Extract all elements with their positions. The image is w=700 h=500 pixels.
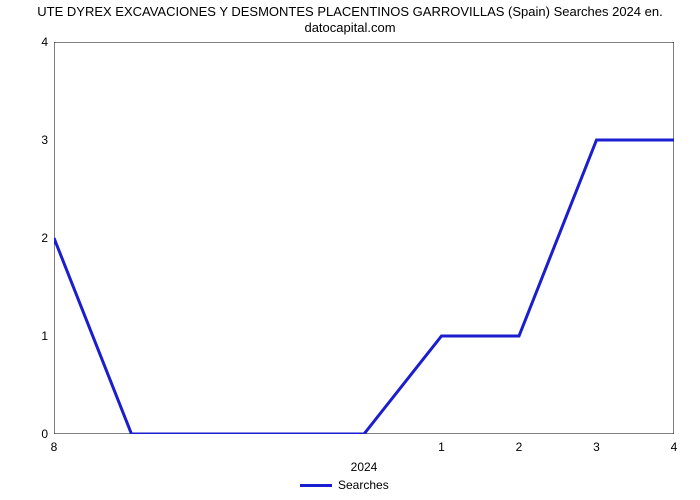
y-tick-label: 3: [8, 133, 48, 147]
legend-label: Searches: [338, 478, 389, 492]
y-tick-label: 4: [8, 35, 48, 49]
y-tick-label: 1: [8, 329, 48, 343]
x-axis-label: 2024: [54, 460, 674, 474]
x-tick-label: 3: [593, 440, 600, 454]
x-tick-label: 1: [438, 440, 445, 454]
y-tick-label: 0: [8, 427, 48, 441]
x-tick-label: 2: [516, 440, 523, 454]
chart-plot: [54, 42, 674, 434]
chart-title-line2: datocapital.com: [304, 20, 395, 35]
legend: Searches: [300, 478, 389, 492]
chart-title: UTE DYREX EXCAVACIONES Y DESMONTES PLACE…: [0, 4, 700, 37]
x-tick-label: 8: [51, 440, 58, 454]
chart-container: UTE DYREX EXCAVACIONES Y DESMONTES PLACE…: [0, 0, 700, 500]
chart-title-line1: UTE DYREX EXCAVACIONES Y DESMONTES PLACE…: [37, 4, 662, 19]
x-tick-label: 4: [671, 440, 678, 454]
legend-swatch: [300, 484, 332, 487]
y-tick-label: 2: [8, 231, 48, 245]
